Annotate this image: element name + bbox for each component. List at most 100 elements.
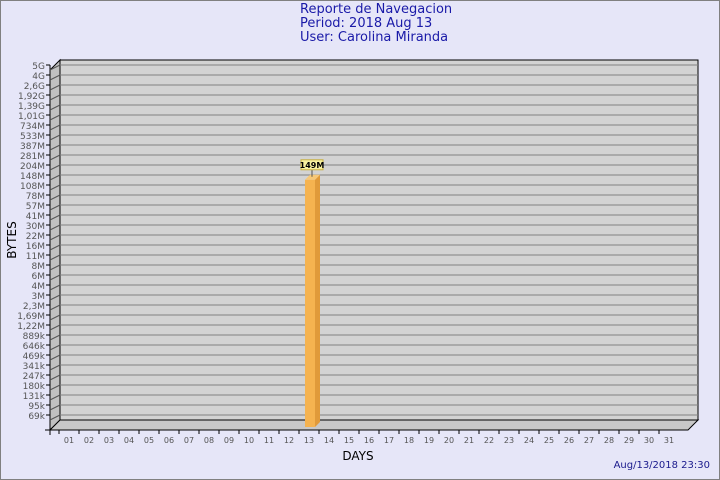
grid-side-line bbox=[49, 264, 61, 271]
grid-side-line bbox=[49, 354, 61, 361]
grid-side-line bbox=[49, 144, 61, 151]
y-tick-label: 41M bbox=[26, 212, 45, 222]
y-tick-label: 22M bbox=[26, 232, 45, 242]
y-tick-label: 3M bbox=[32, 292, 46, 302]
y-tick-label: 1,39G bbox=[18, 102, 45, 112]
y-tick-label: 247k bbox=[23, 372, 46, 382]
y-tick-label: 1,92G bbox=[18, 92, 45, 102]
x-tick-label: 17 bbox=[384, 436, 394, 445]
x-tick-label: 28 bbox=[604, 436, 614, 445]
grid-side-line bbox=[49, 204, 61, 211]
y-tick-label: 1,22M bbox=[17, 322, 45, 332]
x-tick-label: 02 bbox=[84, 436, 94, 445]
y-tick-label: 180k bbox=[23, 382, 46, 392]
x-tick-label: 26 bbox=[564, 436, 574, 445]
x-tick-label: 07 bbox=[184, 436, 194, 445]
grid-side-line bbox=[49, 184, 61, 191]
y-tick-label: 2,3M bbox=[23, 302, 45, 312]
x-tick-label: 19 bbox=[424, 436, 434, 445]
title-line-1: Reporte de Navegacion bbox=[300, 2, 453, 17]
grid-side-line bbox=[49, 104, 61, 111]
grid-side-line bbox=[49, 394, 61, 401]
x-tick-label: 22 bbox=[484, 436, 494, 445]
x-tick-label: 25 bbox=[544, 436, 554, 445]
y-axis-title: BYTES bbox=[5, 221, 19, 258]
y-tick-label: 1,01G bbox=[18, 112, 45, 122]
x-tick-label: 31 bbox=[664, 436, 674, 445]
bar bbox=[305, 179, 315, 427]
y-tick-label: 646k bbox=[23, 342, 46, 352]
y-tick-label: 533M bbox=[20, 132, 45, 142]
y-tick-label: 341k bbox=[23, 362, 46, 372]
y-tick-label: 78M bbox=[26, 192, 45, 202]
grid-side-line bbox=[49, 314, 61, 321]
grid-side-line bbox=[49, 234, 61, 241]
grid-side-line bbox=[49, 124, 61, 131]
grid-side-line bbox=[49, 214, 61, 221]
title-line-2: Period: 2018 Aug 13 bbox=[300, 16, 433, 31]
y-tick-label: 131k bbox=[23, 392, 46, 402]
grid-side-line bbox=[49, 74, 61, 81]
grid-side-line bbox=[49, 154, 61, 161]
grid-side-line bbox=[49, 384, 61, 391]
y-tick-label: 95k bbox=[28, 402, 45, 412]
grid-side-line bbox=[49, 374, 61, 381]
x-tick-label: 18 bbox=[404, 436, 414, 445]
x-tick-label: 15 bbox=[344, 436, 354, 445]
grid-side-line bbox=[49, 294, 61, 301]
grid-side-line bbox=[49, 114, 61, 121]
chart-title: Reporte de Navegacion Period: 2018 Aug 1… bbox=[300, 3, 452, 45]
grid-side-line bbox=[49, 304, 61, 311]
grid-side-line bbox=[49, 174, 61, 181]
grid-side-line bbox=[49, 364, 61, 371]
x-axis-title: DAYS bbox=[342, 449, 373, 463]
grid-side-line bbox=[49, 334, 61, 341]
y-tick-label: 8M bbox=[32, 262, 46, 272]
bar-top bbox=[305, 174, 320, 180]
y-tick-label: 4M bbox=[32, 282, 46, 292]
x-tick-label: 11 bbox=[264, 436, 274, 445]
y-tick-label: 16M bbox=[26, 242, 45, 252]
x-tick-label: 24 bbox=[524, 436, 534, 445]
x-tick-label: 20 bbox=[444, 436, 454, 445]
grid-side-line bbox=[49, 324, 61, 331]
y-tick-label: 204M bbox=[20, 162, 45, 172]
x-tick-label: 13 bbox=[304, 436, 314, 445]
x-tick-label: 12 bbox=[284, 436, 294, 445]
y-tick-label: 69k bbox=[28, 412, 45, 422]
x-tick-label: 23 bbox=[504, 436, 514, 445]
x-tick-label: 29 bbox=[624, 436, 634, 445]
y-tick-label: 30M bbox=[26, 222, 45, 232]
grid-side-line bbox=[49, 94, 61, 101]
y-tick-label: 6M bbox=[32, 272, 46, 282]
plot-floor bbox=[48, 419, 700, 431]
y-tick-label: 469k bbox=[23, 352, 46, 362]
y-tick-label: 734M bbox=[20, 122, 45, 132]
x-tick-label: 10 bbox=[244, 436, 254, 445]
y-tick-label: 11M bbox=[26, 252, 45, 262]
x-tick-label: 09 bbox=[224, 436, 234, 445]
bar-side bbox=[315, 174, 320, 427]
x-tick-label: 06 bbox=[164, 436, 174, 445]
grid-side-line bbox=[49, 254, 61, 261]
x-tick-label: 30 bbox=[644, 436, 654, 445]
grid-side-line bbox=[49, 274, 61, 281]
y-tick-label: 1,69M bbox=[17, 312, 45, 322]
x-tick-label: 21 bbox=[464, 436, 474, 445]
x-tick-label: 14 bbox=[324, 436, 334, 445]
x-tick-label: 03 bbox=[104, 436, 114, 445]
y-tick-label: 4G bbox=[32, 72, 45, 82]
grid-side-line bbox=[49, 284, 61, 291]
x-tick-label: 01 bbox=[64, 436, 74, 445]
x-tick-label: 16 bbox=[364, 436, 374, 445]
data-label-box bbox=[300, 159, 324, 171]
x-tick-label: 05 bbox=[144, 436, 154, 445]
y-tick-label: 148M bbox=[20, 172, 45, 182]
y-tick-label: 57M bbox=[26, 202, 45, 212]
grid-side-line bbox=[49, 404, 61, 411]
grid-side-line bbox=[49, 224, 61, 231]
grid-side-line bbox=[49, 194, 61, 201]
grid-side-line bbox=[49, 414, 61, 421]
y-tick-label: 2,6G bbox=[24, 82, 45, 92]
